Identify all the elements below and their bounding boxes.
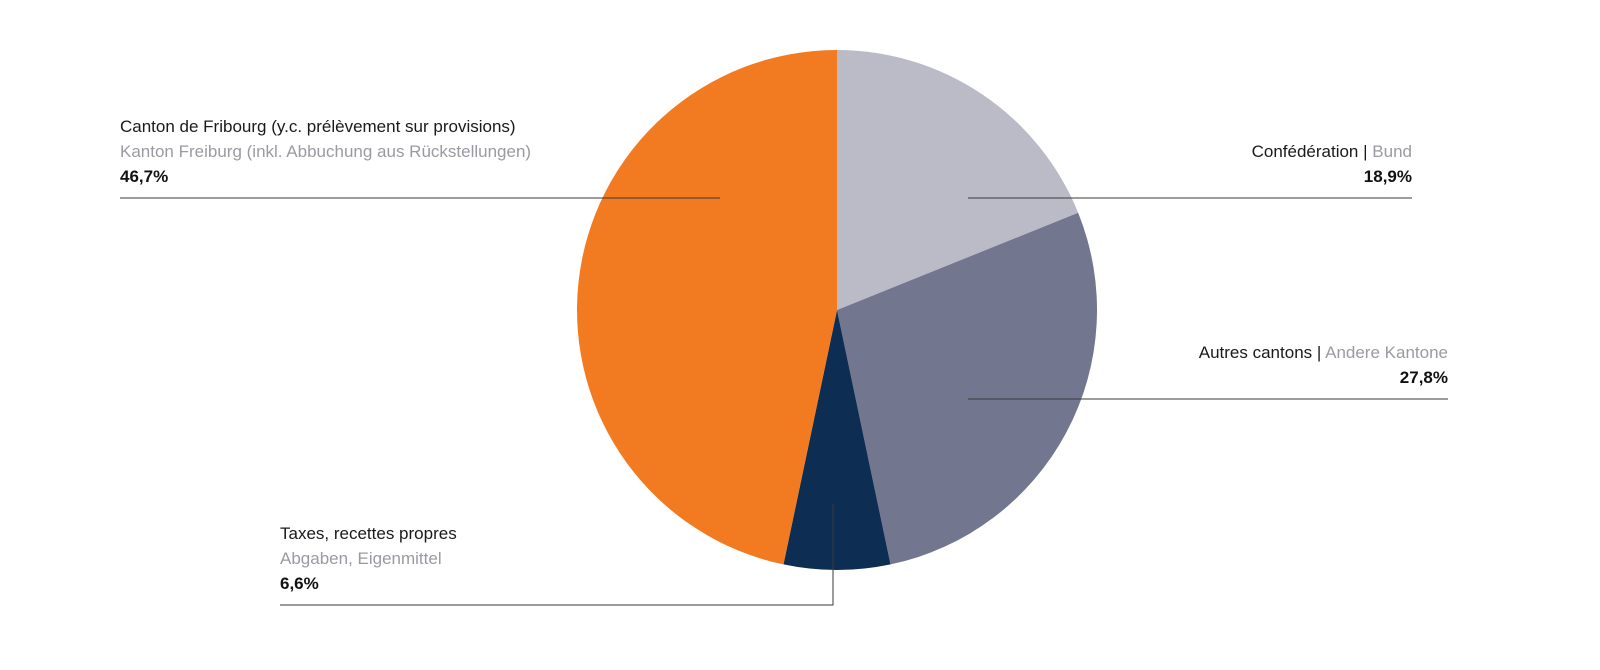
label-autres-cantons-de: Andere Kantone [1325,343,1448,362]
label-canton-fribourg: Canton de Fribourg (y.c. prélèvement sur… [120,114,531,189]
leader-line-taxes [280,504,834,606]
pie-slice-autres-cantons [837,212,1098,565]
pie-slices [577,49,1098,570]
label-confederation-de: Bund [1372,142,1412,161]
label-confederation-value: 18,9% [1363,167,1412,186]
label-autres-cantons-value: 27,8% [1399,368,1448,387]
label-taxes: Taxes, recettes propres Abgaben, Eigenmi… [280,521,457,596]
pie-slice-taxes [783,310,891,570]
label-taxes-value: 6,6% [280,574,319,593]
pie-slice-confederation [837,49,1079,310]
label-autres-cantons: Autres cantons | Andere Kantone 27,8% [1199,340,1448,390]
label-canton-fribourg-fr: Canton de Fribourg (y.c. prélèvement sur… [120,117,516,136]
label-canton-fribourg-value: 46,7% [120,167,169,186]
label-canton-fribourg-de: Kanton Freiburg (inkl. Abbuchung aus Rüc… [120,142,532,161]
label-taxes-fr: Taxes, recettes propres [280,524,457,543]
label-autres-cantons-separator: | [1316,343,1322,362]
label-confederation: Confédération | Bund 18,9% [1252,139,1412,189]
label-confederation-separator: | [1363,142,1368,161]
label-confederation-fr: Confédération [1251,142,1359,161]
leader-lines [120,197,1448,606]
label-taxes-de: Abgaben, Eigenmittel [280,549,442,568]
label-autres-cantons-fr: Autres cantons [1198,343,1313,362]
pie-slice-canton-fribourg [577,50,837,565]
